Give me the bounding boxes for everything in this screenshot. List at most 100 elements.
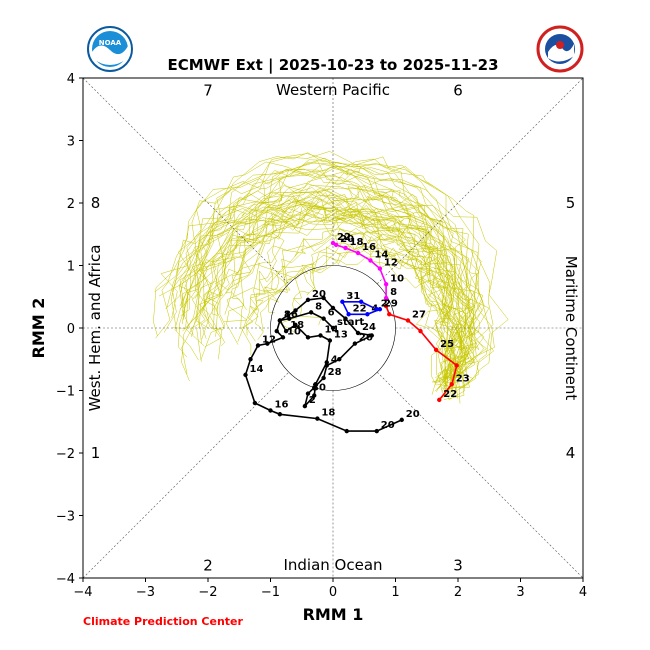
forecast-week2-point bbox=[368, 258, 373, 263]
forecast-week2-day-label: 16 bbox=[362, 242, 376, 253]
observed-day-label: 18 bbox=[321, 408, 335, 419]
forecast-week3-line bbox=[341, 300, 381, 316]
guide-diagonal bbox=[82, 371, 290, 579]
observed-day-label: 6 bbox=[328, 308, 335, 319]
ensemble-member-line bbox=[246, 245, 456, 391]
x-axis-ticks: −4 −3 −2 −1 0 1 2 3 4 bbox=[73, 578, 587, 600]
observed-day-label: 28 bbox=[328, 367, 342, 378]
forecast-week1-point bbox=[418, 328, 423, 334]
ensemble-member-line bbox=[191, 157, 491, 390]
observed-point bbox=[287, 316, 292, 321]
ensemble-member-line bbox=[179, 161, 494, 392]
x-tick-label: 2 bbox=[454, 585, 462, 600]
observed-point bbox=[315, 416, 320, 421]
ensemble-member-line bbox=[237, 213, 463, 392]
region-western-pacific: Western Pacific bbox=[276, 81, 390, 99]
ensemble-member-line bbox=[240, 228, 454, 390]
x-tick-label: −2 bbox=[198, 585, 217, 600]
nws-logo bbox=[536, 25, 584, 73]
phase-label: 3 bbox=[453, 557, 463, 575]
x-tick-label: −4 bbox=[73, 585, 92, 600]
region-west-hem-africa: West. Hem. and Africa bbox=[86, 245, 104, 412]
observed-point bbox=[302, 403, 308, 409]
observed-point bbox=[255, 343, 261, 348]
ensemble-member-line bbox=[158, 167, 450, 386]
observed-point bbox=[374, 428, 379, 434]
observed-point bbox=[305, 297, 311, 303]
phase-label: 7 bbox=[203, 82, 213, 100]
ensemble-member-line bbox=[231, 195, 484, 379]
forecast-week2-day-label: 12 bbox=[384, 258, 398, 269]
observed-point bbox=[248, 357, 253, 362]
unit-circle bbox=[270, 265, 396, 391]
forecast-week2-point bbox=[343, 245, 348, 251]
y-axis-ticks: −4 −3 −2 −1 0 1 2 3 4 bbox=[56, 72, 83, 587]
ensemble-member-line bbox=[181, 172, 480, 389]
observed-point bbox=[352, 341, 358, 346]
chart-title: ECMWF Ext | 2025-10-23 to 2025-11-23 bbox=[167, 56, 498, 75]
observed-day-label: start bbox=[337, 317, 364, 328]
observed-point bbox=[280, 335, 286, 340]
forecast-week1-point bbox=[454, 363, 459, 368]
ensemble-member-line bbox=[184, 208, 469, 383]
forecast-week1-point bbox=[383, 303, 389, 309]
forecast-week3-point bbox=[377, 307, 383, 312]
forecast-week3-point bbox=[374, 307, 379, 312]
forecast-week2-day-label: 20 bbox=[340, 234, 354, 245]
observed-point bbox=[308, 310, 314, 315]
observed-point bbox=[283, 328, 289, 334]
observed-point bbox=[337, 357, 342, 362]
observed-day-label: 26 bbox=[359, 333, 373, 344]
observed-day-label: 13 bbox=[334, 330, 348, 341]
forecast-week1-point bbox=[387, 312, 392, 317]
phase-label: 5 bbox=[566, 194, 576, 212]
forecast-week2-point bbox=[383, 282, 389, 287]
guide-diagonal bbox=[376, 77, 584, 285]
observed-day-label: 4 bbox=[331, 355, 338, 366]
forecast-week2-point bbox=[330, 240, 336, 246]
forecast-week2-point bbox=[355, 250, 361, 256]
credit-label: Climate Prediction Center bbox=[83, 615, 243, 628]
observed-point bbox=[355, 330, 361, 336]
forecast-week3-point bbox=[358, 299, 364, 304]
ensemble-member-line bbox=[153, 162, 480, 388]
guide-diagonal bbox=[82, 77, 290, 285]
ensemble-member-line bbox=[249, 210, 466, 390]
observed-day-label: 14 bbox=[325, 325, 339, 336]
ensemble-member-line bbox=[172, 153, 483, 399]
x-tick-label: −3 bbox=[136, 585, 155, 600]
observed-point bbox=[321, 295, 326, 301]
series-group: 2020181614121082024264283021314181686sta… bbox=[243, 232, 470, 434]
forecast-week3-point bbox=[346, 312, 351, 317]
phase-label: 1 bbox=[91, 444, 101, 462]
ensemble-member-line bbox=[177, 152, 509, 390]
forecast-week1-point bbox=[437, 397, 442, 403]
observed-point bbox=[313, 382, 318, 387]
forecast-week1-point bbox=[405, 318, 411, 323]
region-indian-ocean: Indian Ocean bbox=[283, 556, 382, 574]
noaa-logo-text: NOAA bbox=[99, 39, 122, 47]
observed-day-label: 16 bbox=[284, 310, 298, 321]
y-tick-label: −1 bbox=[56, 385, 75, 400]
y-tick-label: 2 bbox=[67, 197, 75, 212]
observed-point bbox=[277, 318, 283, 323]
observed-day-label: 12 bbox=[262, 335, 276, 346]
observed-point bbox=[330, 305, 336, 311]
forecast-week2-day-label: 14 bbox=[375, 250, 389, 261]
observed-day-label: 18 bbox=[290, 320, 304, 331]
y-axis-label: RMM 2 bbox=[29, 298, 48, 359]
ensemble-member-line bbox=[219, 207, 469, 383]
observed-point bbox=[324, 363, 329, 368]
observed-point bbox=[330, 325, 336, 331]
ensemble-member-line bbox=[232, 194, 462, 394]
x-axis-label: RMM 1 bbox=[303, 605, 364, 624]
noaa-logo: NOAA bbox=[87, 26, 133, 72]
ensemble-member-line bbox=[262, 228, 463, 388]
observed-point bbox=[324, 360, 329, 365]
observed-day-label: 20 bbox=[406, 409, 420, 420]
observed-day-label: 16 bbox=[275, 400, 289, 411]
ensemble-member-line bbox=[292, 245, 456, 381]
forecast-week1-day-label: 22 bbox=[443, 389, 457, 400]
